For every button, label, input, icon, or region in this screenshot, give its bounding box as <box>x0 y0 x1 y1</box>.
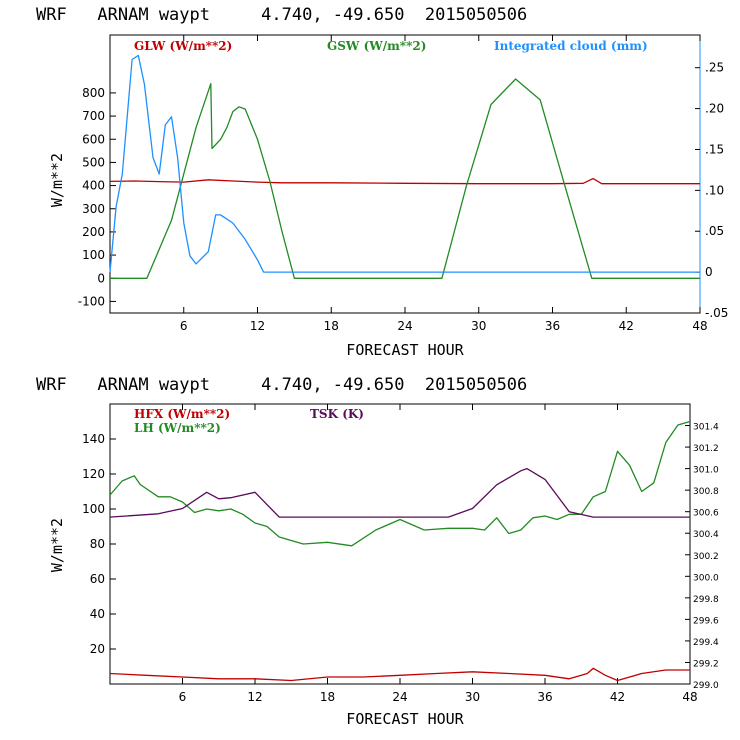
y-tick-label-9: 800 <box>82 86 105 100</box>
y-tick-label-2: 60 <box>90 572 105 586</box>
y2-tick-label-7: 300.4 <box>693 530 719 540</box>
y2-tick-label-12: 301.4 <box>693 423 719 433</box>
x-tick-label-3: 24 <box>397 319 412 333</box>
x-tick-label-0: 6 <box>180 319 188 333</box>
x-tick-label-3: 24 <box>392 690 407 704</box>
top-y-axis-label: W/m**2 <box>48 153 66 207</box>
x-tick-label-2: 18 <box>320 690 335 704</box>
legend-gsw: GSW (W/m**2) <box>327 39 426 53</box>
y-tick-label-7: 600 <box>82 132 105 146</box>
top-plot-frame <box>109 34 701 314</box>
legend-tsk: TSK (K) <box>310 407 364 421</box>
x-tick-label-2: 18 <box>324 319 339 333</box>
y-tick-label-3: 200 <box>82 225 105 239</box>
y-tick-label-1: 40 <box>90 607 105 621</box>
y-tick-label-1: 0 <box>97 271 105 285</box>
series-line-1 <box>110 78 700 279</box>
top-y2-ticks: -.05 0 .05 .10 .15 .20 .25 <box>695 61 728 320</box>
bottom-plot-frame <box>109 403 691 685</box>
x-tick-label-4: 30 <box>471 319 486 333</box>
x-tick-label-6: 42 <box>619 319 634 333</box>
top-x-axis-label: FORECAST HOUR <box>346 341 464 359</box>
y-tick-label-6: 500 <box>82 155 105 169</box>
y-tick-label-2: 100 <box>82 248 105 262</box>
y2-tick-label-3: 299.6 <box>693 616 719 626</box>
y2-tick-label-9: 300.8 <box>693 487 719 497</box>
y2-tick-label-2: 299.4 <box>693 638 719 648</box>
series-line-0 <box>109 667 690 682</box>
top-x-ticks: 6 12 18 24 30 36 42 48 <box>180 35 708 333</box>
bottom-y2-ticks: 299.0 299.2 299.4 299.6 299.8 300.0 300.2 300.4… <box>685 423 719 691</box>
bottom-panel: WRF ARNAM waypt 4.740, -49.650 201505050… <box>36 375 719 728</box>
bottom-series-lines <box>109 420 691 682</box>
y-tick-label-0: -100 <box>78 294 105 308</box>
bottom-x-axis-label: FORECAST HOUR <box>346 710 464 728</box>
x-tick-label-7: 48 <box>692 319 707 333</box>
y-tick-label-0: 20 <box>90 642 105 656</box>
y-tick-label-8: 700 <box>82 109 105 123</box>
bottom-y-axis-label: W/m**2 <box>48 518 66 572</box>
x-tick-label-1: 12 <box>250 319 265 333</box>
legend-integrated-cloud: Integrated cloud (mm) <box>494 39 648 53</box>
x-tick-label-1: 12 <box>247 690 262 704</box>
bottom-x-ticks: 6 12 18 24 30 36 42 48 <box>179 404 698 704</box>
bottom-panel-title: WRF ARNAM waypt 4.740, -49.650 201505050… <box>36 375 527 395</box>
x-tick-label-0: 6 <box>179 690 187 704</box>
y2-tick-label-5: 300.0 <box>693 573 719 583</box>
top-panel: WRF ARNAM waypt 4.740, -49.650 201505050… <box>36 5 728 359</box>
legend-glw: GLW (W/m**2) <box>134 39 232 53</box>
y2-tick-label-5: .20 <box>705 102 724 116</box>
y-tick-label-4: 100 <box>82 502 105 516</box>
y-tick-label-3: 80 <box>90 537 105 551</box>
series-line-0 <box>109 177 700 185</box>
y2-tick-label-0: 299.0 <box>693 681 719 691</box>
bottom-y-ticks: 20 40 60 80 100 120 140 <box>82 432 116 656</box>
y2-tick-label-1: 0 <box>705 265 713 279</box>
top-panel-title: WRF ARNAM waypt 4.740, -49.650 201505050… <box>36 5 527 25</box>
y-tick-label-5: 400 <box>82 179 105 193</box>
x-tick-label-5: 36 <box>545 319 560 333</box>
y2-tick-label-6: 300.2 <box>693 552 719 562</box>
top-series-lines <box>109 54 700 279</box>
y2-tick-label-2: .05 <box>705 224 724 238</box>
y2-tick-label-11: 301.2 <box>693 444 719 454</box>
y2-tick-label-4: 299.8 <box>693 595 719 605</box>
x-tick-label-6: 42 <box>610 690 625 704</box>
series-line-2 <box>109 54 700 273</box>
x-tick-label-5: 36 <box>537 690 552 704</box>
y2-tick-label-6: .25 <box>705 61 724 75</box>
y-tick-label-6: 140 <box>82 432 105 446</box>
y-tick-label-4: 300 <box>82 202 105 216</box>
x-tick-label-7: 48 <box>682 690 697 704</box>
y2-tick-label-0: -.05 <box>705 306 728 320</box>
top-y-ticks: -100 0 100 200 300 400 500 600 700 800 <box>78 86 116 308</box>
x-tick-label-4: 30 <box>465 690 480 704</box>
y2-tick-label-3: .10 <box>705 183 724 197</box>
y2-tick-label-10: 301.0 <box>693 466 719 476</box>
y2-tick-label-8: 300.6 <box>693 509 719 519</box>
legend-lh: LH (W/m**2) <box>134 421 221 435</box>
y-tick-label-5: 120 <box>82 467 105 481</box>
series-line-2 <box>109 467 690 518</box>
series-line-1 <box>109 420 691 547</box>
y2-tick-label-1: 299.2 <box>693 659 719 669</box>
legend-hfx: HFX (W/m**2) <box>134 407 230 421</box>
y2-tick-label-4: .15 <box>705 142 724 156</box>
